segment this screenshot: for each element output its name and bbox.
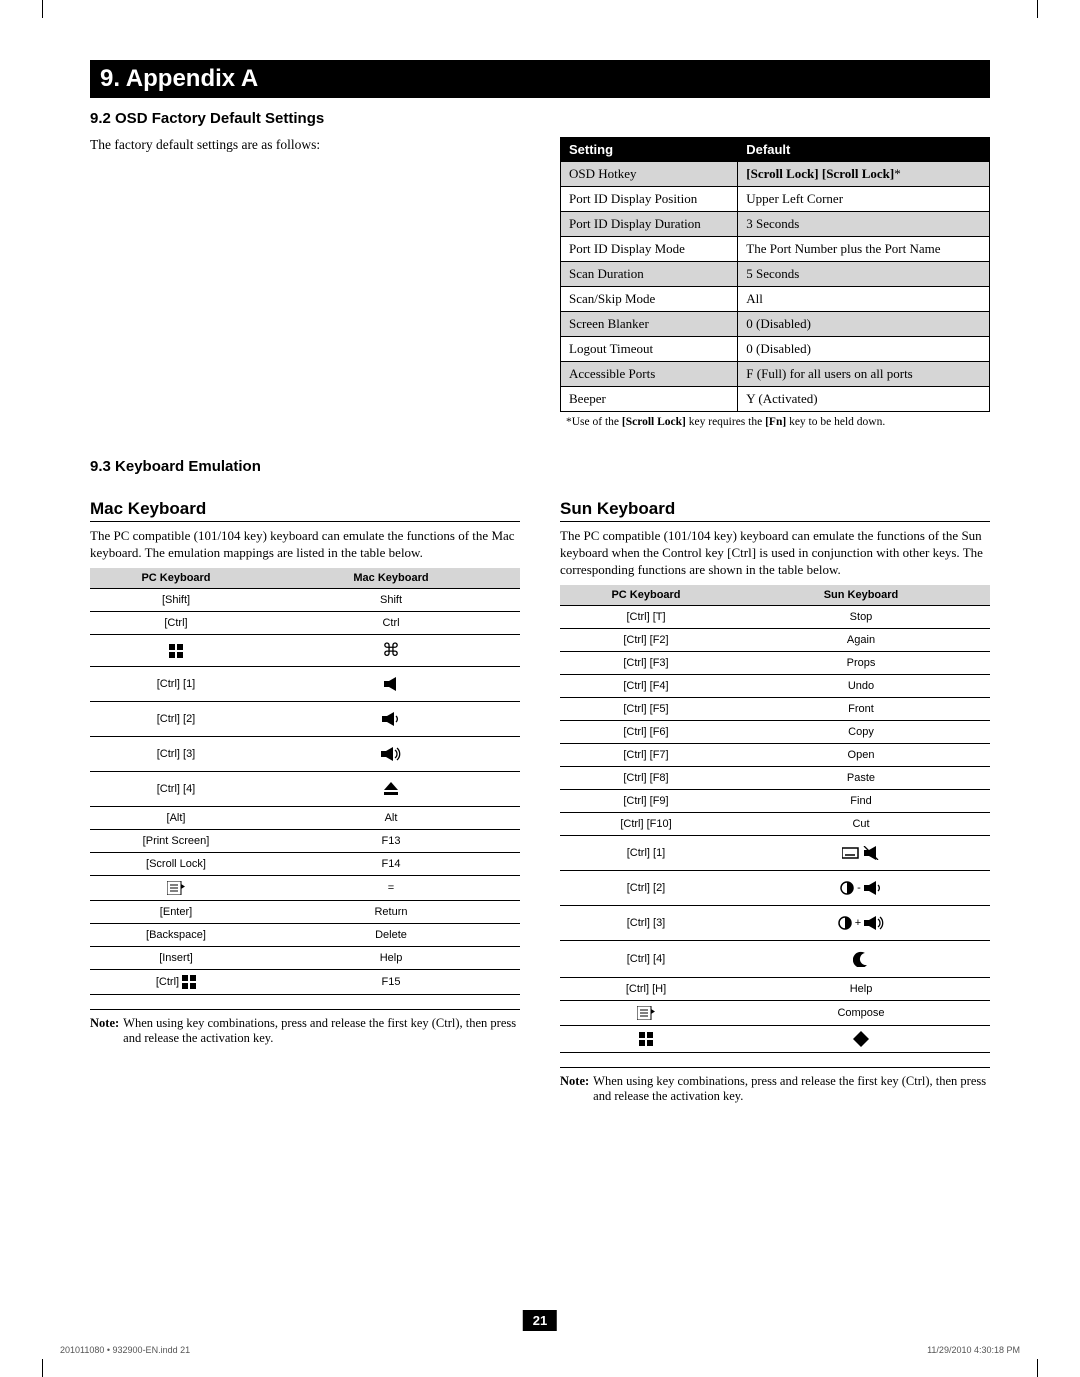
sun-row: [Ctrl] [F8]Paste <box>560 767 990 790</box>
appendix-banner: 9. Appendix A <box>90 60 990 98</box>
sun-row: [Ctrl] [T]Stop <box>560 606 990 629</box>
settings-row: Scan/Skip ModeAll <box>561 287 990 312</box>
mac-th-pc: PC Keyboard <box>90 568 262 589</box>
section-92-heading: 9.2 OSD Factory Default Settings <box>90 110 990 127</box>
settings-th-setting: Setting <box>561 138 738 162</box>
sun-row: [Ctrl] [F4]Undo <box>560 675 990 698</box>
sun-row: [Ctrl] [F2]Again <box>560 629 990 652</box>
section-93-heading: 9.3 Keyboard Emulation <box>90 458 990 475</box>
footer-right: 11/29/2010 4:30:18 PM <box>927 1345 1020 1355</box>
page-number: 21 <box>523 1310 557 1331</box>
sun-row: [Ctrl] [4] <box>560 941 990 978</box>
sun-row: [Ctrl] [1] <box>560 836 990 871</box>
sun-row: [Ctrl] [H]Help <box>560 978 990 1001</box>
section-92-intro: The factory default settings are as foll… <box>90 137 520 153</box>
sun-note: Note: When using key combinations, press… <box>560 1067 990 1104</box>
mac-row: [Scroll Lock]F14 <box>90 853 520 876</box>
settings-row: Port ID Display PositionUpper Left Corne… <box>561 187 990 212</box>
settings-footnote: *Use of the [Scroll Lock] key requires t… <box>560 416 990 428</box>
sun-row: [Ctrl] [F5]Front <box>560 698 990 721</box>
mac-row: [Ctrl] [4] <box>90 772 520 807</box>
settings-row: OSD Hotkey[Scroll Lock] [Scroll Lock]* <box>561 162 990 187</box>
sun-row: [Ctrl] [2] - <box>560 871 990 906</box>
sun-table: PC Keyboard Sun Keyboard [Ctrl] [T]Stop[… <box>560 585 990 1053</box>
footer-left: 201011080 • 932900-EN.indd 21 <box>60 1345 190 1355</box>
sun-th-pc: PC Keyboard <box>560 585 732 606</box>
settings-row: Scan Duration5 Seconds <box>561 262 990 287</box>
mac-row: [Ctrl] [3] <box>90 737 520 772</box>
sun-heading: Sun Keyboard <box>560 499 990 522</box>
mac-heading: Mac Keyboard <box>90 499 520 522</box>
mac-table: PC Keyboard Mac Keyboard [Shift]Shift[Ct… <box>90 568 520 995</box>
sun-intro: The PC compatible (101/104 key) keyboard… <box>560 528 990 579</box>
sun-th-sun: Sun Keyboard <box>732 585 990 606</box>
mac-row: [Ctrl] [1] <box>90 667 520 702</box>
settings-row: Accessible PortsF (Full) for all users o… <box>561 362 990 387</box>
sun-row: [Ctrl] [3] + <box>560 906 990 941</box>
sun-row: [Ctrl] [F9]Find <box>560 790 990 813</box>
settings-table: Setting Default OSD Hotkey[Scroll Lock] … <box>560 137 990 412</box>
mac-th-mac: Mac Keyboard <box>262 568 520 589</box>
mac-row: [Insert]Help <box>90 947 520 970</box>
settings-row: BeeperY (Activated) <box>561 387 990 412</box>
mac-row: [Print Screen]F13 <box>90 830 520 853</box>
mac-row: ⌘ <box>90 635 520 667</box>
sun-row: Compose <box>560 1001 990 1026</box>
mac-row: [Ctrl] [2] <box>90 702 520 737</box>
mac-row: [Shift]Shift <box>90 589 520 612</box>
mac-intro: The PC compatible (101/104 key) keyboard… <box>90 528 520 562</box>
sun-row: [Ctrl] [F10]Cut <box>560 813 990 836</box>
settings-th-default: Default <box>738 138 990 162</box>
sun-row <box>560 1026 990 1053</box>
sun-row: [Ctrl] [F6]Copy <box>560 721 990 744</box>
settings-row: Logout Timeout0 (Disabled) <box>561 337 990 362</box>
mac-row: [Alt]Alt <box>90 807 520 830</box>
mac-row: [Ctrl] F15 <box>90 970 520 995</box>
settings-row: Port ID Display Duration3 Seconds <box>561 212 990 237</box>
mac-row: = <box>90 876 520 901</box>
sun-row: [Ctrl] [F7]Open <box>560 744 990 767</box>
settings-row: Port ID Display ModeThe Port Number plus… <box>561 237 990 262</box>
mac-note: Note: When using key combinations, press… <box>90 1009 520 1046</box>
mac-row: [Ctrl]Ctrl <box>90 612 520 635</box>
mac-row: [Backspace]Delete <box>90 924 520 947</box>
mac-row: [Enter]Return <box>90 901 520 924</box>
sun-row: [Ctrl] [F3]Props <box>560 652 990 675</box>
settings-row: Screen Blanker0 (Disabled) <box>561 312 990 337</box>
